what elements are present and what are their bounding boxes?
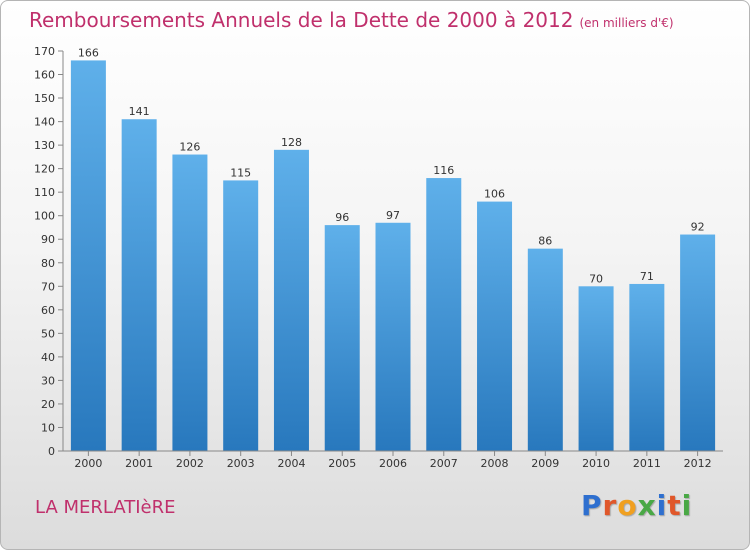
y-tick-label: 120 (34, 163, 55, 176)
x-axis: 2000 2001 2002 2003 2004 2005 2006 2007 2008 2009… (63, 450, 723, 470)
y-tick-label: 40 (41, 351, 55, 364)
x-tick-label: 2011 (633, 457, 661, 470)
bar-value-label: 96 (335, 211, 349, 224)
x-tick-label: 2005 (328, 457, 356, 470)
bar-2011 (629, 283, 665, 451)
x-tick-label: 2002 (176, 457, 204, 470)
proxiti-logo: Proxiti (581, 489, 692, 522)
bar-value-label: 126 (179, 141, 200, 154)
logo-letter: P (581, 489, 603, 522)
bar-2001 (121, 119, 157, 451)
x-tick-label: 2003 (227, 457, 255, 470)
logo-letter: x (637, 489, 657, 522)
y-tick-label: 110 (34, 186, 55, 199)
y-tick-label: 80 (41, 257, 55, 270)
chart-title-text: Remboursements Annuels de la Dette de 20… (29, 8, 574, 32)
bar-2008 (477, 201, 513, 451)
bar-2009 (527, 248, 563, 451)
bar-value-label: 70 (589, 272, 603, 285)
bar-value-label: 128 (281, 136, 302, 149)
y-tick-label: 60 (41, 304, 55, 317)
bar-2002 (172, 154, 208, 451)
bar-2006 (375, 222, 411, 451)
y-tick-label: 50 (41, 327, 55, 340)
x-tick-label: 2007 (430, 457, 458, 470)
x-tick-label: 2008 (481, 457, 509, 470)
bar-value-label: 116 (433, 164, 454, 177)
bar-value-label: 92 (691, 221, 705, 234)
y-tick-label: 70 (41, 280, 55, 293)
y-tick-label: 130 (34, 139, 55, 152)
y-tick-label: 10 (41, 421, 55, 434)
x-tick-label: 2009 (531, 457, 559, 470)
y-tick-label: 90 (41, 233, 55, 246)
y-tick-label: 100 (34, 210, 55, 223)
bar-value-label: 97 (386, 209, 400, 222)
bar-value-label: 106 (484, 188, 505, 201)
logo-letter: i (681, 489, 693, 522)
logo-letter: i (656, 489, 668, 522)
x-tick-label: 2006 (379, 457, 407, 470)
bar-value-label: 141 (129, 105, 150, 118)
x-tick-label: 2000 (74, 457, 102, 470)
x-tick-label: 2004 (277, 457, 305, 470)
bar-2007 (426, 178, 462, 451)
logo-letter: t (667, 489, 682, 522)
bars: 166 141 126 115 128 96 97 116 106 86 70 71 92 (70, 46, 716, 452)
bar-value-label: 71 (640, 270, 654, 283)
y-axis: 0 10 20 30 40 50 60 70 80 90 100 110 120 130 140 150 160… (34, 45, 64, 458)
bar-2012 (680, 234, 716, 451)
bar-value-label: 115 (230, 166, 251, 179)
bar-value-label: 166 (78, 46, 99, 59)
chart-title: Remboursements Annuels de la Dette de 20… (29, 8, 674, 32)
y-tick-label: 30 (41, 374, 55, 387)
bar-2005 (324, 225, 360, 451)
logo-letter: r (602, 489, 618, 522)
x-tick-label: 2012 (684, 457, 712, 470)
y-tick-label: 20 (41, 398, 55, 411)
bar-2003 (223, 180, 259, 452)
y-tick-label: 170 (34, 45, 55, 58)
y-tick-label: 160 (34, 69, 55, 82)
logo-letter: o (617, 489, 638, 522)
bar-value-label: 86 (538, 235, 552, 248)
x-tick-label: 2010 (582, 457, 610, 470)
y-tick-label: 140 (34, 116, 55, 129)
commune-name: LA MERLATIèRE (35, 497, 176, 518)
y-tick-label: 150 (34, 92, 55, 105)
y-tick-label: 0 (48, 445, 55, 458)
bar-2000 (70, 60, 106, 451)
chart-subtitle: (en milliers d'€) (579, 16, 674, 30)
bar-2004 (273, 149, 309, 451)
x-tick-label: 2001 (125, 457, 153, 470)
bar-2010 (578, 286, 614, 451)
